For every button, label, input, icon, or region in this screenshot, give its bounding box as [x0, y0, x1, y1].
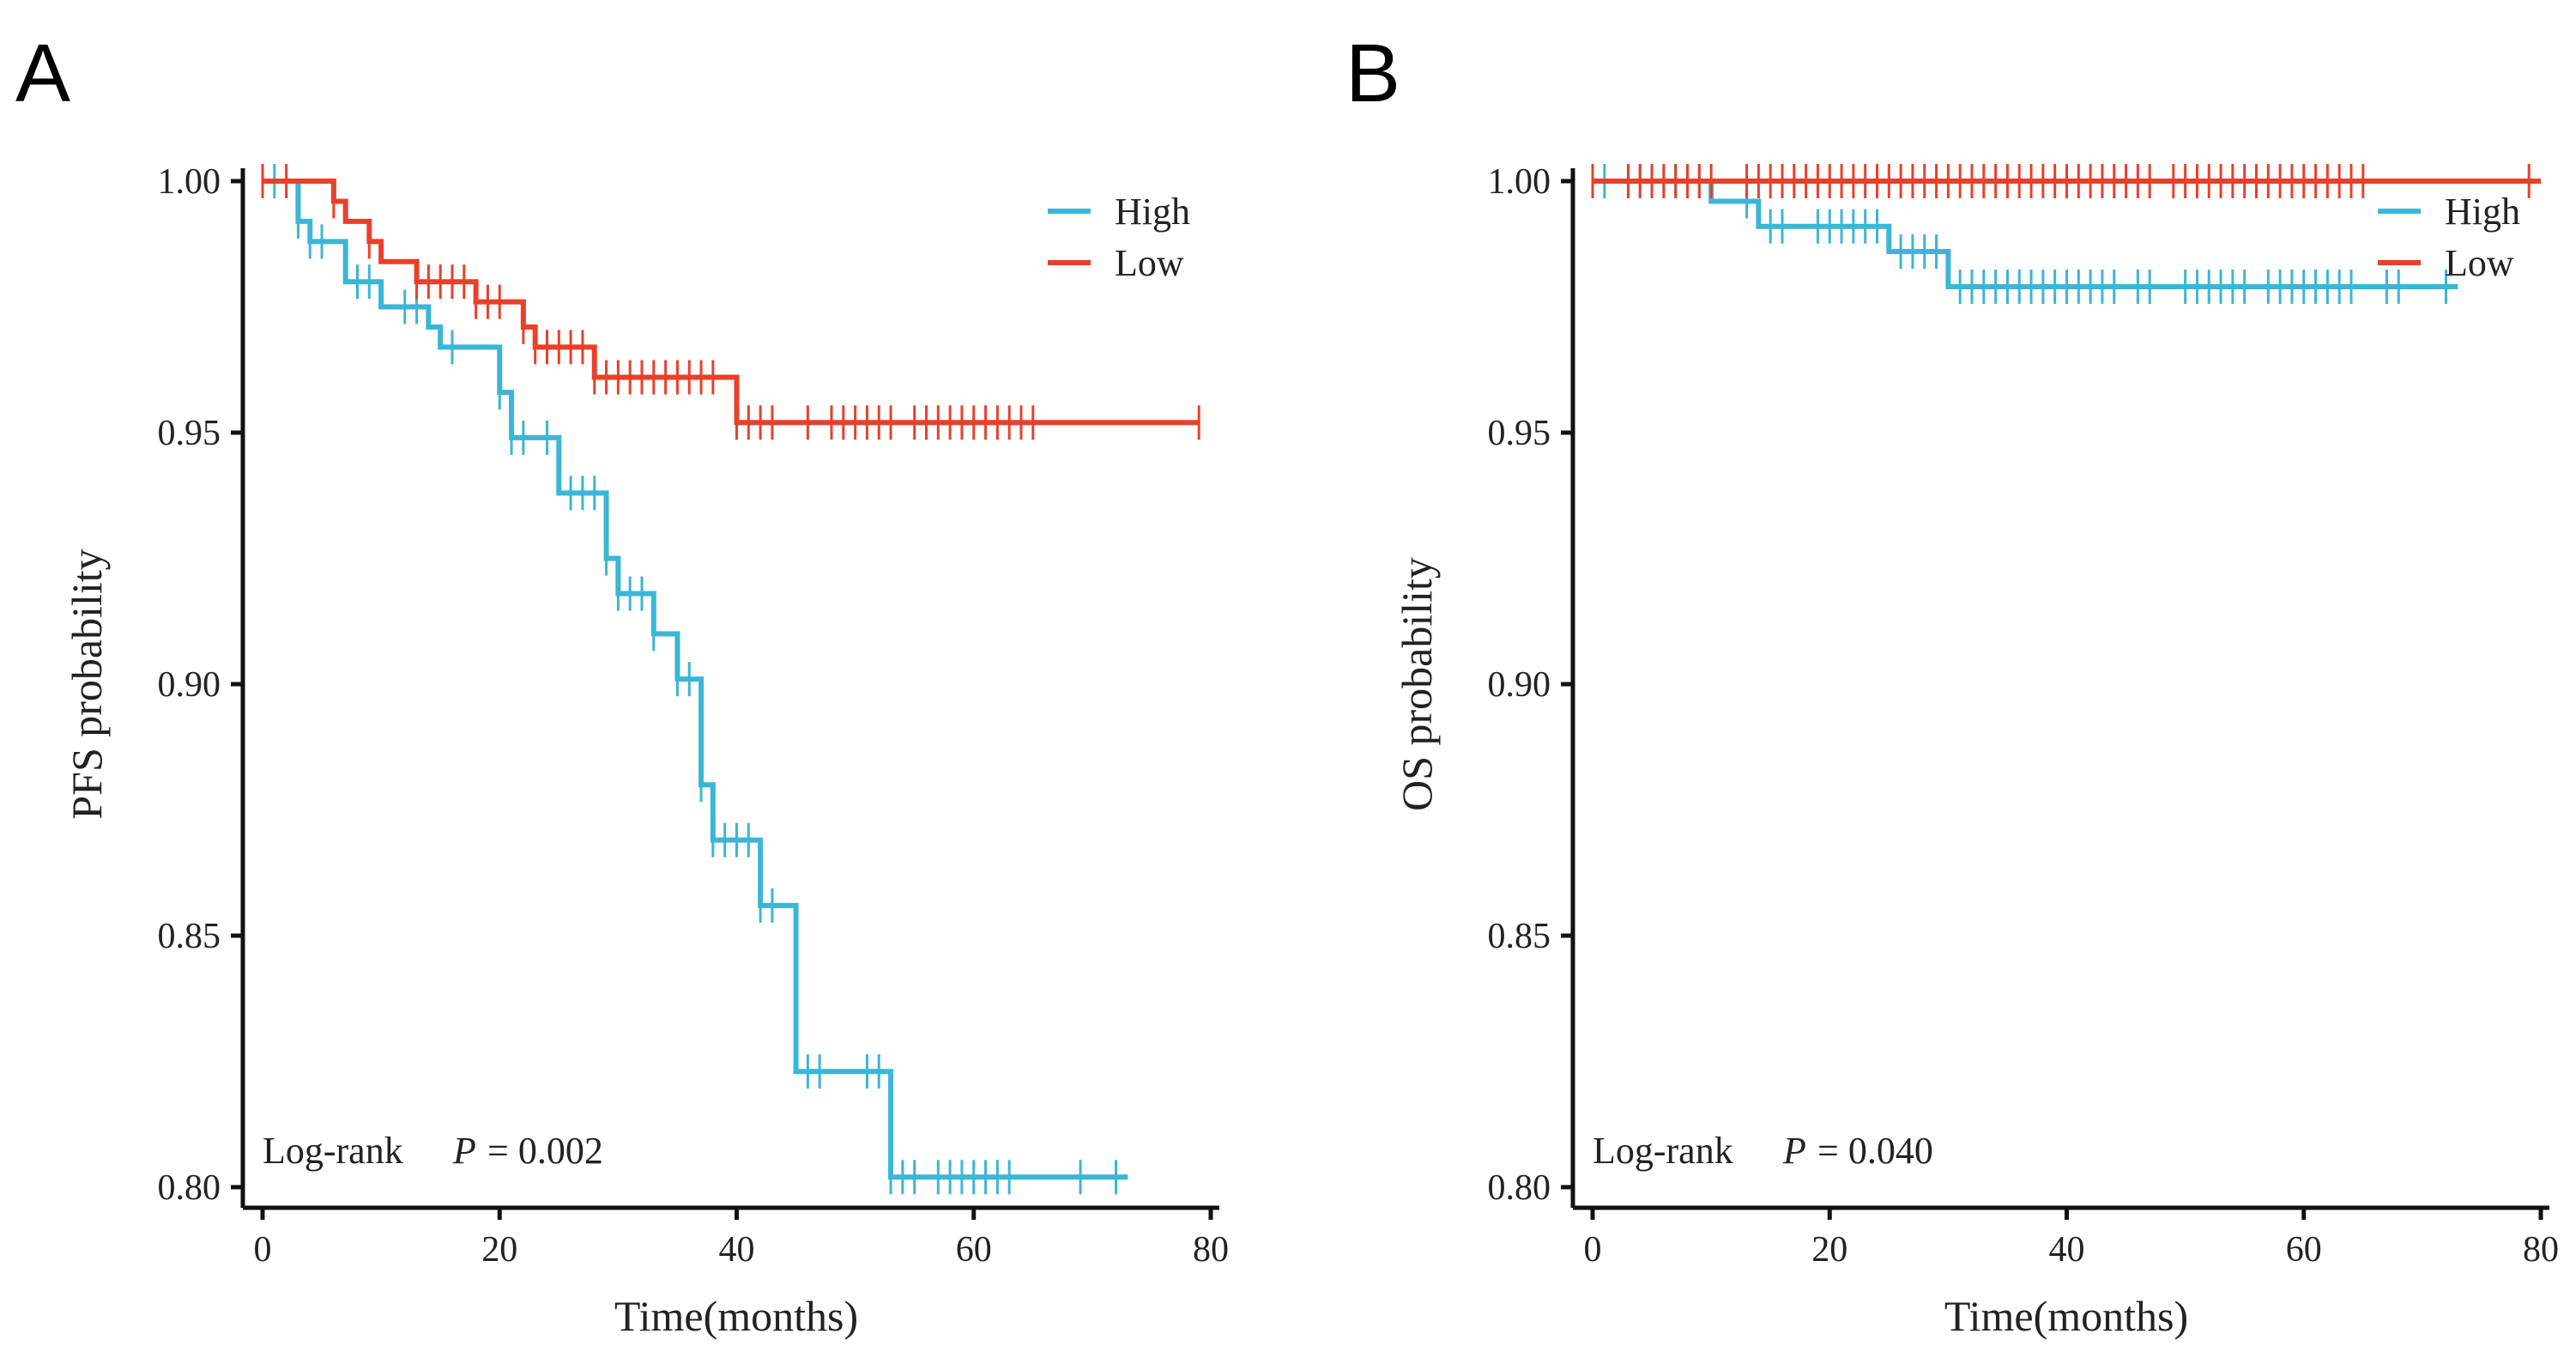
y-tick-label: 0.80 [158, 1168, 221, 1208]
x-tick-label: 0 [254, 1230, 272, 1270]
x-axis-label: Time(months) [1944, 1292, 2188, 1340]
x-tick-label: 60 [2286, 1230, 2322, 1270]
x-tick-label: 80 [2523, 1230, 2559, 1270]
x-tick-label: 60 [956, 1230, 992, 1270]
y-tick-label: 0.80 [1488, 1168, 1551, 1208]
y-tick-label: 0.95 [1488, 414, 1551, 453]
x-tick-label: 0 [1584, 1230, 1602, 1270]
panel-b: B OS probability Time(months) Log-rank P… [1345, 27, 2559, 1340]
legend-label-high: High [2445, 191, 2520, 233]
x-tick-label: 20 [481, 1230, 517, 1270]
km-curve-low [263, 179, 1200, 426]
y-axis-label: OS probability [1393, 557, 1441, 811]
y-tick-label: 1.00 [1488, 162, 1551, 202]
x-tick-label: 80 [1193, 1230, 1229, 1270]
legend-label-high: High [1115, 191, 1190, 233]
p-value: = 0.040 [1817, 1130, 1933, 1172]
x-tick-label: 40 [719, 1230, 755, 1270]
p-label: P [1782, 1130, 1806, 1172]
y-tick-label: 0.85 [158, 917, 221, 956]
x-tick-label: 40 [2049, 1230, 2085, 1270]
y-tick-label: 0.90 [158, 665, 221, 705]
legend-label-low: Low [2445, 242, 2514, 284]
y-tick-label: 0.95 [158, 414, 221, 453]
panel-a: A PFS probability Time(months) Log-rank … [15, 27, 1229, 1340]
legend-label-low: Low [1115, 242, 1184, 284]
km-curve-high [263, 179, 1128, 1180]
panel-label-a: A [15, 27, 70, 119]
y-tick-label: 0.90 [1488, 665, 1551, 705]
y-axis-label: PFS probability [63, 549, 111, 819]
p-label: P [452, 1130, 476, 1172]
panel-label-b: B [1345, 27, 1400, 119]
logrank-label: Log-rank [1593, 1130, 1733, 1172]
x-tick-label: 20 [1811, 1230, 1847, 1270]
y-tick-label: 1.00 [158, 162, 221, 202]
p-value: = 0.002 [487, 1130, 603, 1172]
logrank-label: Log-rank [263, 1130, 403, 1172]
y-tick-label: 0.85 [1488, 917, 1551, 956]
x-axis-label: Time(months) [614, 1292, 858, 1340]
